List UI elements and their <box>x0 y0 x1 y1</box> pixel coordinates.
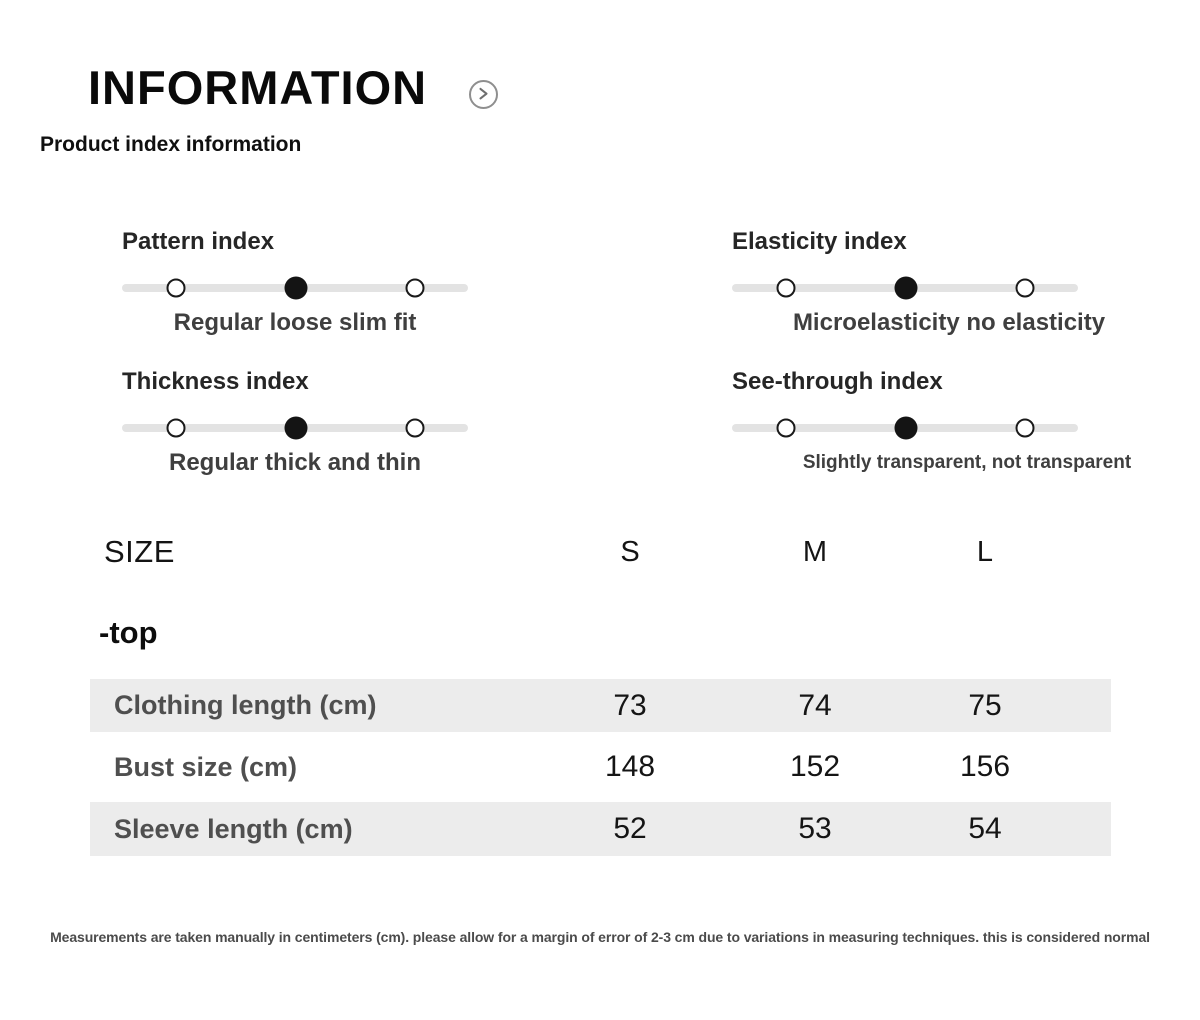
measurement-disclaimer: Measurements are taken manually in centi… <box>50 929 1150 945</box>
pattern-index-title: Pattern index <box>122 228 275 255</box>
slider-dot-selected <box>284 416 308 440</box>
table-row-bust-size: Bust size (cm) 148 152 156 <box>90 732 1111 802</box>
slider-dot-selected <box>284 276 308 300</box>
table-row-sleeve-length: Sleeve length (cm) 52 53 54 <box>90 802 1111 856</box>
slider-dot-low <box>166 418 186 438</box>
pattern-index-label: Regular loose slim fit <box>173 309 417 336</box>
see-through-index-slider <box>732 416 1078 440</box>
cell-l: 54 <box>968 812 1002 845</box>
size-table-header: SIZE S M L <box>90 534 1111 578</box>
slider-dot-high <box>1015 418 1035 438</box>
thickness-index-slider <box>122 416 468 440</box>
cell-s: 148 <box>604 750 656 783</box>
slider-dot-low <box>776 278 796 298</box>
section-title-top: -top <box>99 615 158 650</box>
pattern-index-block: Pattern index Regular loose slim fit <box>122 228 468 338</box>
slider-dot-selected <box>894 416 918 440</box>
section-subtitle: Product index information <box>40 133 302 156</box>
elasticity-index-title: Elasticity index <box>732 228 907 255</box>
slider-dot-high <box>405 418 425 438</box>
slider-dot-low <box>166 278 186 298</box>
thickness-index-title: Thickness index <box>122 368 309 395</box>
size-column-l: L <box>976 535 994 568</box>
page-title: INFORMATION <box>88 61 428 114</box>
pattern-index-slider <box>122 276 468 300</box>
cell-s: 73 <box>613 688 647 722</box>
size-column-m: M <box>802 535 828 568</box>
slider-dot-high <box>405 278 425 298</box>
thickness-index-block: Thickness index Regular thick and thin <box>122 368 468 478</box>
cell-l: 156 <box>959 750 1011 783</box>
cell-m: 152 <box>789 750 841 783</box>
chevron-right-circle-icon[interactable] <box>469 80 498 109</box>
row-label: Clothing length (cm) <box>114 690 377 720</box>
cell-s: 52 <box>613 812 647 845</box>
size-column-s: S <box>620 535 640 568</box>
elasticity-index-block: Elasticity index Microelasticity no elas… <box>732 228 1105 338</box>
slider-dot-selected <box>894 276 918 300</box>
chevron-right-glyph <box>479 87 488 100</box>
see-through-index-label: Slightly transparent, not transparent <box>802 452 1132 473</box>
see-through-index-title: See-through index <box>732 368 943 395</box>
thickness-index-label: Regular thick and thin <box>168 449 422 476</box>
slider-dot-high <box>1015 278 1035 298</box>
cell-m: 53 <box>798 812 832 845</box>
slider-dot-low <box>776 418 796 438</box>
see-through-index-block: See-through index Slightly transparent, … <box>732 368 1131 478</box>
row-label: Bust size (cm) <box>114 751 298 782</box>
size-header-label: SIZE <box>104 534 175 569</box>
elasticity-index-label: Microelasticity no elasticity <box>792 309 1106 336</box>
elasticity-index-slider <box>732 276 1078 300</box>
cell-m: 74 <box>798 688 832 722</box>
row-label: Sleeve length (cm) <box>114 813 353 844</box>
table-row-clothing-length: Clothing length (cm) 73 74 75 <box>90 679 1111 732</box>
cell-l: 75 <box>968 688 1002 722</box>
